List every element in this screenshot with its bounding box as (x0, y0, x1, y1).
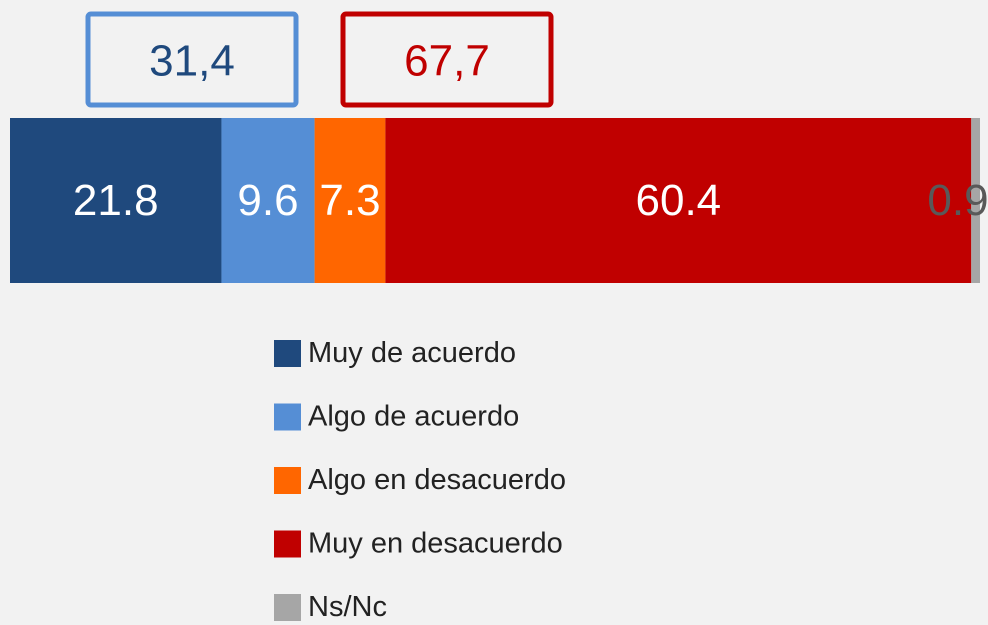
bar-segment (385, 118, 972, 283)
data-label: 9.6 (237, 176, 298, 225)
annotation-box (340, 11, 554, 108)
legend-swatch (274, 594, 301, 621)
bar-segment (221, 118, 315, 283)
legend-label: Ns/Nc (308, 591, 387, 623)
legend-swatch (274, 467, 301, 494)
bar-segment (971, 118, 980, 283)
annotation-text: 31,4 (149, 37, 235, 86)
legend-swatch (274, 340, 301, 367)
data-label: 7.3 (319, 176, 380, 225)
legend-swatch (274, 403, 301, 431)
data-label: 60.4 (636, 176, 722, 225)
data-label: 21.8 (73, 176, 159, 225)
bar-segment (10, 118, 222, 283)
data-label: 0.9 (927, 176, 988, 225)
legend-label: Muy de acuerdo (308, 337, 516, 369)
legend-swatch (274, 530, 301, 558)
legend-label: Muy en desacuerdo (308, 528, 563, 560)
annotation-box (85, 11, 299, 108)
legend-label: Algo en desacuerdo (308, 464, 566, 496)
legend-label: Algo de acuerdo (308, 401, 519, 433)
annotation-text: 67,7 (404, 37, 490, 86)
bar-segment (314, 118, 386, 283)
